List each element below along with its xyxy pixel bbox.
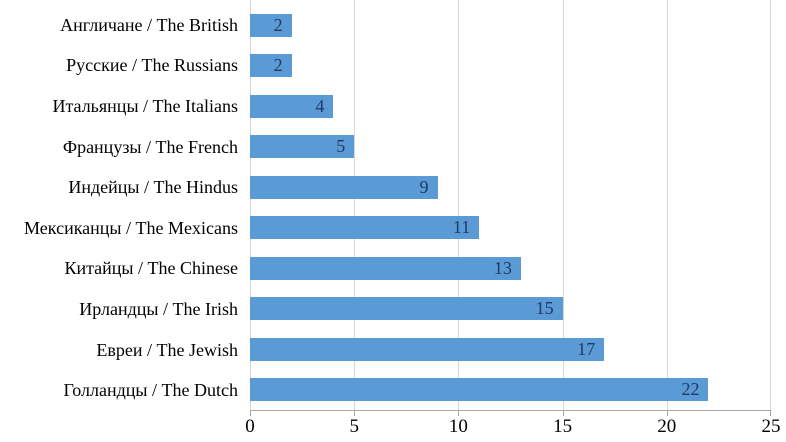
bar-rows: 2 2 4 5 9 11 13 15 17 22 <box>250 0 771 410</box>
bar-row: 5 <box>250 127 771 168</box>
bar-value-label: 2 <box>273 55 283 76</box>
bar-value-label: 2 <box>273 14 283 35</box>
bar: 5 <box>250 135 355 159</box>
category-label: Индейцы / The Hindus <box>68 177 238 198</box>
x-axis-tick-mark <box>458 411 460 416</box>
bar: 17 <box>250 337 605 361</box>
bar-row: 11 <box>250 208 771 249</box>
gridline <box>770 0 771 410</box>
x-axis: 0 5 10 15 20 25 <box>245 411 781 442</box>
x-axis-tick-mark <box>562 411 564 416</box>
gridline <box>562 0 564 410</box>
bar: 13 <box>250 256 521 280</box>
bar-value-label: 15 <box>535 298 554 319</box>
x-axis-tick-mark <box>250 411 251 416</box>
category-label: Французы / The French <box>62 136 238 157</box>
chart-body: Англичане / The British Русские / The Rus… <box>0 0 786 411</box>
bar-value-label: 22 <box>681 379 700 400</box>
bar-row: 2 <box>250 5 771 46</box>
gridline <box>458 0 460 410</box>
gridline <box>250 0 251 410</box>
gridline <box>666 0 668 410</box>
plot-area: 2 2 4 5 9 11 13 15 17 22 <box>250 0 771 411</box>
gridline <box>354 0 356 410</box>
bar-row: 22 <box>250 370 771 411</box>
x-axis-tick-label: 0 <box>245 416 255 437</box>
category-label: Голландцы / The Dutch <box>63 380 238 401</box>
category-label: Итальянцы / The Italians <box>52 95 238 116</box>
bar-value-label: 17 <box>577 338 596 359</box>
category-label: Русские / The Russians <box>66 55 238 76</box>
plot-wrap: 2 2 4 5 9 11 13 15 17 22 <box>250 0 786 411</box>
category-label: Китайцы / The Chinese <box>64 258 238 279</box>
bar-value-label: 5 <box>336 136 346 157</box>
bar-value-label: 13 <box>493 257 512 278</box>
x-axis-tick-mark <box>770 411 771 416</box>
bar-row: 17 <box>250 329 771 370</box>
bar: 2 <box>250 54 292 78</box>
x-axis-tick-mark <box>666 411 668 416</box>
bar-row: 9 <box>250 167 771 208</box>
bar: 4 <box>250 94 334 118</box>
category-label: Евреи / The Jewish <box>96 339 238 360</box>
category-axis-labels: Англичане / The British Русские / The Rus… <box>0 0 250 411</box>
category-label: Мексиканцы / The Mexicans <box>24 217 238 238</box>
bar-value-label: 11 <box>452 217 471 238</box>
bar-value-label: 4 <box>315 95 325 116</box>
bar-row: 15 <box>250 289 771 330</box>
x-axis-tick-label: 10 <box>448 416 468 437</box>
bar-value-label: 9 <box>419 176 429 197</box>
x-axis-tick-label: 15 <box>553 416 573 437</box>
bar: 9 <box>250 175 438 199</box>
bar-row: 2 <box>250 46 771 87</box>
category-label: Ирландцы / The Irish <box>79 298 238 319</box>
bar-row: 4 <box>250 86 771 127</box>
x-axis-tick-label: 25 <box>761 416 781 437</box>
bar: 2 <box>250 13 292 37</box>
x-axis-tick-label: 20 <box>657 416 677 437</box>
bar: 15 <box>250 297 563 321</box>
category-label: Англичане / The British <box>60 14 238 35</box>
x-axis-tick-mark <box>354 411 356 416</box>
x-axis-tick-label: 5 <box>349 416 359 437</box>
bar: 22 <box>250 378 709 402</box>
bar-row: 13 <box>250 248 771 289</box>
bar: 11 <box>250 216 480 240</box>
